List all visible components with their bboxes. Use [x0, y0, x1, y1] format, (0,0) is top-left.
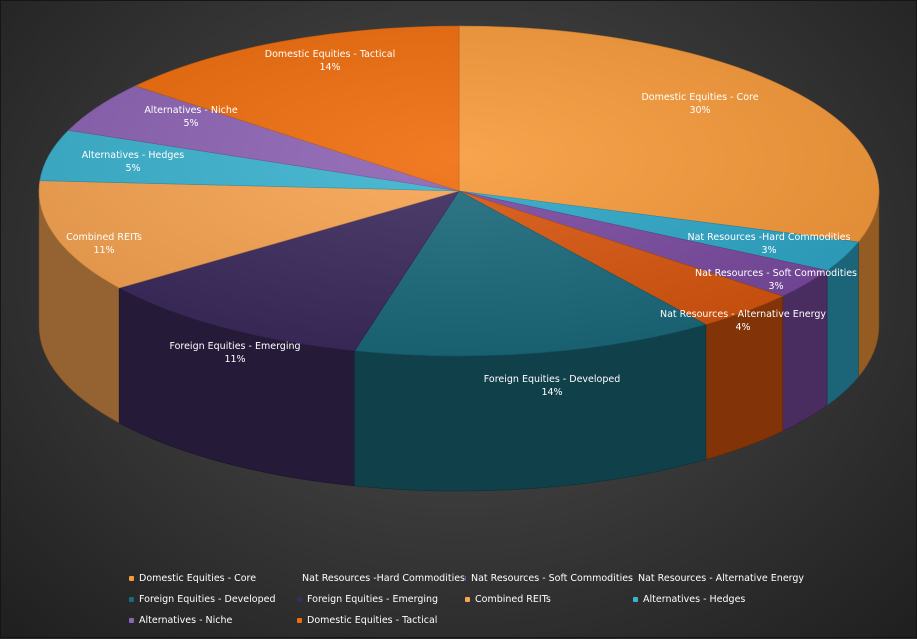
- legend-label: Nat Resources - Soft Commodities: [471, 573, 633, 584]
- pie-top-faces: [39, 26, 879, 356]
- legend-item: Alternatives - Niche: [129, 613, 297, 627]
- slice-label-name: Domestic Equities - Core: [641, 92, 758, 103]
- legend-label: Nat Resources - Alternative Energy: [638, 573, 804, 584]
- slice-label-name: Nat Resources -Hard Commodities: [688, 232, 851, 243]
- slice-label-name: Combined REITs: [66, 232, 142, 243]
- slice-label-name: Foreign Equities - Emerging: [169, 341, 300, 352]
- slice-label-value: 14%: [319, 62, 340, 73]
- legend-label: Foreign Equities - Emerging: [307, 594, 438, 605]
- legend-swatch: [633, 597, 638, 602]
- slice-label-value: 4%: [735, 322, 750, 333]
- legend-swatch: [465, 597, 470, 602]
- slice-label-value: 14%: [541, 387, 562, 398]
- legend-swatch: [297, 618, 302, 623]
- slice-label-value: 5%: [125, 163, 140, 174]
- legend-label: Foreign Equities - Developed: [139, 594, 276, 605]
- slice-label-name: Domestic Equities - Tactical: [265, 49, 395, 60]
- legend-label: Combined REITs: [475, 594, 551, 605]
- legend-item: Combined REITs: [465, 592, 633, 606]
- slice-label-value: 11%: [93, 245, 114, 256]
- legend-swatch: [129, 576, 134, 581]
- legend-swatch: [129, 597, 134, 602]
- slice-label-name: Nat Resources - Soft Commodities: [695, 268, 857, 279]
- legend-label: Domestic Equities - Core: [139, 573, 256, 584]
- legend-swatch: [465, 576, 466, 581]
- slice-label-value: 3%: [768, 281, 783, 292]
- slice-label-value: 11%: [224, 354, 245, 365]
- legend-swatch: [129, 618, 134, 623]
- slice-label-name: Nat Resources - Alternative Energy: [660, 309, 826, 320]
- legend-item: Alternatives - Hedges: [633, 592, 803, 606]
- legend-item: Foreign Equities - Emerging: [297, 592, 465, 606]
- slice-label-name: Alternatives - Niche: [144, 105, 238, 116]
- slice-label-name: Alternatives - Hedges: [82, 150, 184, 161]
- legend-item: Foreign Equities - Developed: [129, 592, 297, 606]
- legend-label: Alternatives - Hedges: [643, 594, 745, 605]
- slice-label-name: Foreign Equities - Developed: [484, 374, 621, 385]
- legend-item: Nat Resources -Hard Commodities: [297, 571, 465, 585]
- legend-item: Nat Resources - Soft Commodities: [465, 571, 633, 585]
- legend-item: Domestic Equities - Core: [129, 571, 297, 585]
- slice-label-value: 5%: [183, 118, 198, 129]
- slice-label-value: 30%: [689, 105, 710, 116]
- slice-label-value: 3%: [761, 245, 776, 256]
- legend-item: Domestic Equities - Tactical: [297, 613, 465, 627]
- legend-label: Nat Resources -Hard Commodities: [302, 573, 465, 584]
- side-wall-nat-resources-soft-commodities: [783, 270, 827, 431]
- legend-label: Domestic Equities - Tactical: [307, 615, 437, 626]
- legend-label: Alternatives - Niche: [139, 615, 232, 626]
- legend-item: Nat Resources - Alternative Energy: [633, 571, 803, 585]
- legend-swatch: [297, 597, 302, 602]
- legend: Domestic Equities - Core Nat Resources -H…: [129, 571, 829, 627]
